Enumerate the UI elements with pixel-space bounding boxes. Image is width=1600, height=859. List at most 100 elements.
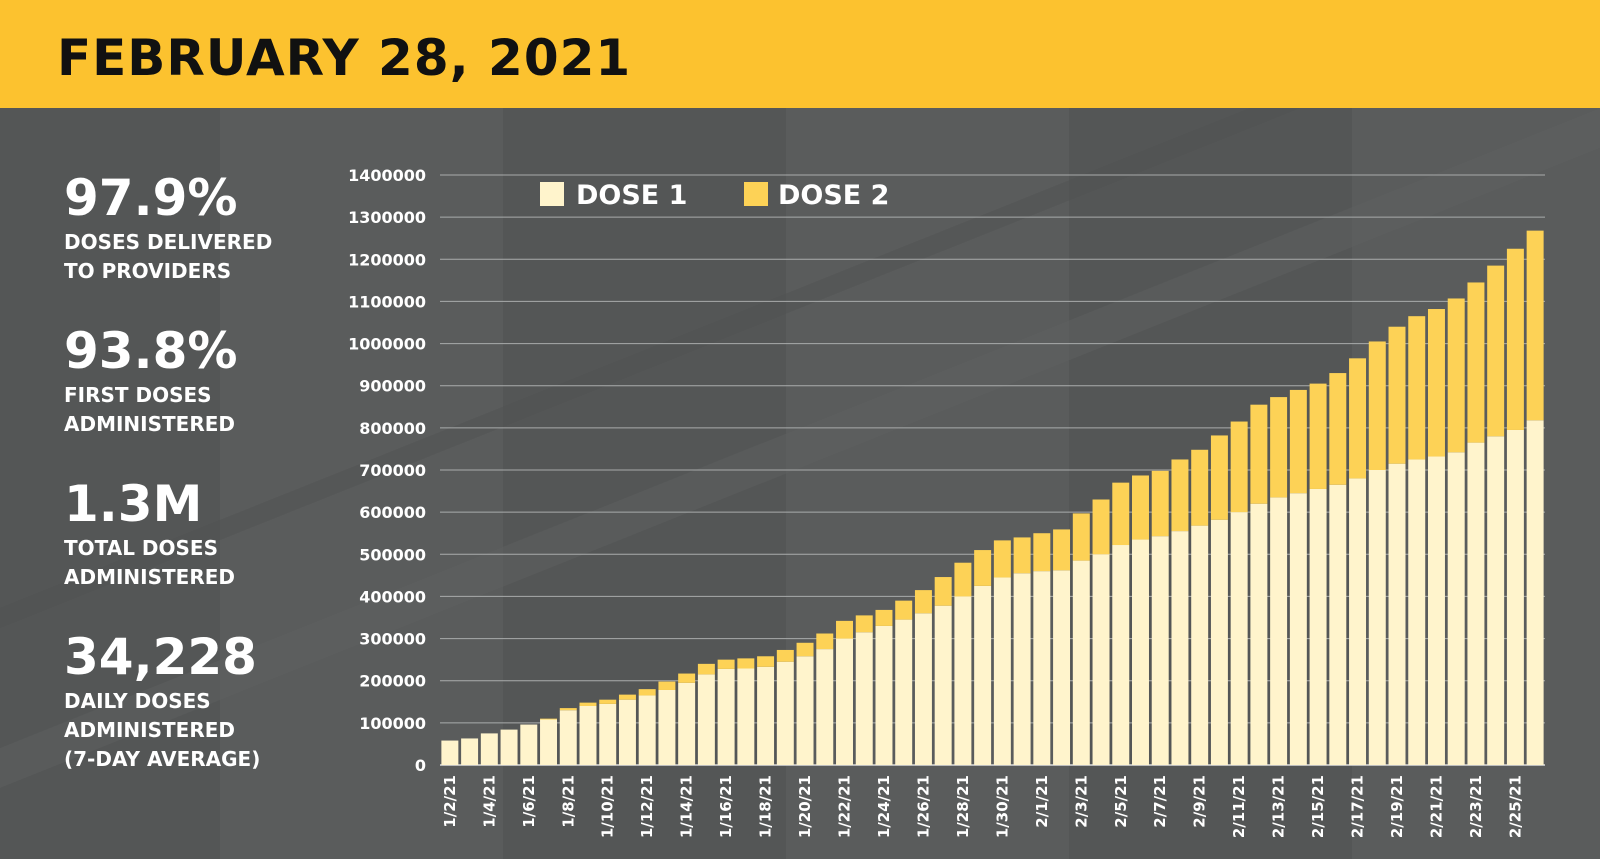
x-tick-label: 2/11/21 bbox=[1230, 775, 1248, 838]
stat-value: 1.3M bbox=[64, 475, 203, 533]
legend-swatch-dose1 bbox=[540, 182, 564, 206]
bar-dose1 bbox=[540, 719, 558, 765]
stat-total-doses: 1.3M TOTAL DOSES ADMINISTERED bbox=[64, 476, 235, 592]
bar-dose2 bbox=[1151, 470, 1169, 537]
stat-label: DAILY DOSES ADMINISTERED (7-DAY AVERAGE) bbox=[64, 689, 261, 771]
bar-dose2 bbox=[816, 633, 834, 650]
bar-dose1 bbox=[757, 666, 775, 765]
bar-dose1 bbox=[1210, 519, 1228, 765]
bar-dose1 bbox=[1467, 442, 1485, 765]
bar-dose1 bbox=[1053, 570, 1071, 765]
x-tick-label: 1/2/21 bbox=[441, 775, 459, 828]
bar-dose1 bbox=[500, 729, 518, 765]
x-tick-label: 2/9/21 bbox=[1191, 775, 1209, 828]
bar-dose1 bbox=[934, 605, 952, 765]
header-banner: FEBRUARY 28, 2021 bbox=[0, 0, 1600, 108]
bar-dose1 bbox=[1388, 463, 1406, 765]
x-tick-label: 2/1/21 bbox=[1033, 775, 1051, 828]
bar-dose2 bbox=[658, 681, 676, 690]
bar-dose1 bbox=[599, 703, 617, 765]
y-tick-label: 400000 bbox=[359, 587, 426, 606]
bar-dose2 bbox=[1368, 341, 1386, 470]
legend-swatch-dose2 bbox=[744, 182, 768, 206]
x-tick-label: 2/3/21 bbox=[1072, 775, 1090, 828]
x-tick-label: 1/18/21 bbox=[757, 775, 775, 838]
legend-label-dose1: DOSE 1 bbox=[576, 180, 687, 211]
bar-dose2 bbox=[1112, 482, 1130, 546]
y-tick-label: 1000000 bbox=[348, 335, 426, 354]
bar-dose1 bbox=[1487, 436, 1505, 765]
bar-dose2 bbox=[559, 708, 577, 711]
bar-dose1 bbox=[855, 632, 873, 765]
bar-dose1 bbox=[737, 668, 755, 765]
bar-dose1 bbox=[1151, 536, 1169, 765]
x-tick-label: 1/6/21 bbox=[520, 775, 538, 828]
bars bbox=[441, 230, 1544, 765]
bar-dose1 bbox=[954, 596, 972, 765]
y-tick-label: 1200000 bbox=[348, 250, 426, 269]
bar-dose2 bbox=[1033, 533, 1051, 572]
bar-dose1 bbox=[579, 706, 597, 765]
x-tick-label: 2/21/21 bbox=[1427, 775, 1445, 838]
bar-dose1 bbox=[816, 649, 834, 765]
bar-dose1 bbox=[441, 740, 459, 765]
x-tick-label: 2/13/21 bbox=[1270, 775, 1288, 838]
y-tick-label: 200000 bbox=[359, 672, 426, 691]
bar-dose1 bbox=[1408, 459, 1426, 765]
bar-dose2 bbox=[1053, 529, 1071, 571]
bar-dose2 bbox=[1132, 475, 1149, 540]
bar-dose2 bbox=[1447, 298, 1465, 453]
x-tick-label: 1/22/21 bbox=[836, 775, 854, 838]
bar-dose1 bbox=[520, 724, 538, 765]
bar-dose2 bbox=[1092, 499, 1110, 555]
bar-dose2 bbox=[757, 656, 775, 667]
stat-doses-delivered: 97.9% DOSES DELIVERED TO PROVIDERS bbox=[64, 170, 272, 286]
bar-dose1 bbox=[1092, 554, 1110, 765]
bar-dose2 bbox=[1388, 326, 1406, 464]
x-tick-label: 1/14/21 bbox=[678, 775, 696, 838]
bar-dose2 bbox=[1230, 421, 1248, 513]
bar-dose1 bbox=[1526, 420, 1544, 765]
bar-dose2 bbox=[855, 615, 873, 633]
bar-dose2 bbox=[836, 620, 853, 639]
bar-dose2 bbox=[697, 663, 715, 675]
bar-dose1 bbox=[480, 733, 498, 765]
stat-label: DOSES DELIVERED TO PROVIDERS bbox=[64, 230, 273, 283]
x-tick-label: 1/10/21 bbox=[599, 775, 617, 838]
background-decoration bbox=[0, 108, 1600, 859]
y-axis: 0 100000 200000 300000 400000 500000 600000 700… bbox=[348, 166, 426, 775]
y-tick-label: 1300000 bbox=[348, 208, 426, 227]
x-tick-label: 1/12/21 bbox=[638, 775, 656, 838]
stacked-bar-chart: 0 100000 200000 300000 400000 500000 600000 700… bbox=[348, 166, 1545, 838]
stat-value: 93.8% bbox=[64, 322, 238, 380]
bar-dose1 bbox=[1033, 571, 1051, 765]
bar-dose1 bbox=[1191, 525, 1209, 765]
bar-dose1 bbox=[1289, 493, 1307, 765]
bar-dose1 bbox=[1329, 484, 1347, 765]
bar-dose2 bbox=[1270, 397, 1288, 498]
bar-dose1 bbox=[1013, 573, 1031, 765]
bar-dose2 bbox=[1349, 358, 1367, 479]
bar-dose1 bbox=[658, 689, 676, 765]
bar-dose2 bbox=[1487, 265, 1505, 437]
y-tick-label: 800000 bbox=[359, 419, 426, 438]
bar-dose2 bbox=[1309, 383, 1327, 489]
bar-dose2 bbox=[1289, 389, 1307, 494]
bar-dose1 bbox=[678, 682, 696, 765]
bar-dose1 bbox=[914, 613, 932, 765]
bar-dose1 bbox=[796, 656, 814, 765]
x-tick-label: 2/23/21 bbox=[1467, 775, 1485, 838]
bar-dose1 bbox=[974, 585, 992, 765]
bar-dose2 bbox=[1467, 282, 1485, 443]
bar-dose1 bbox=[697, 674, 715, 765]
bar-dose1 bbox=[717, 668, 735, 765]
x-tick-label: 2/7/21 bbox=[1151, 775, 1169, 828]
stat-label: TOTAL DOSES ADMINISTERED bbox=[64, 536, 235, 589]
x-tick-label: 1/8/21 bbox=[559, 775, 577, 828]
stat-value: 34,228 bbox=[64, 628, 257, 686]
bar-dose1 bbox=[875, 625, 893, 765]
stat-label: FIRST DOSES ADMINISTERED bbox=[64, 383, 235, 436]
bar-dose2 bbox=[1408, 316, 1426, 460]
x-tick-label: 2/25/21 bbox=[1506, 775, 1524, 838]
page-title: FEBRUARY 28, 2021 bbox=[57, 29, 632, 87]
